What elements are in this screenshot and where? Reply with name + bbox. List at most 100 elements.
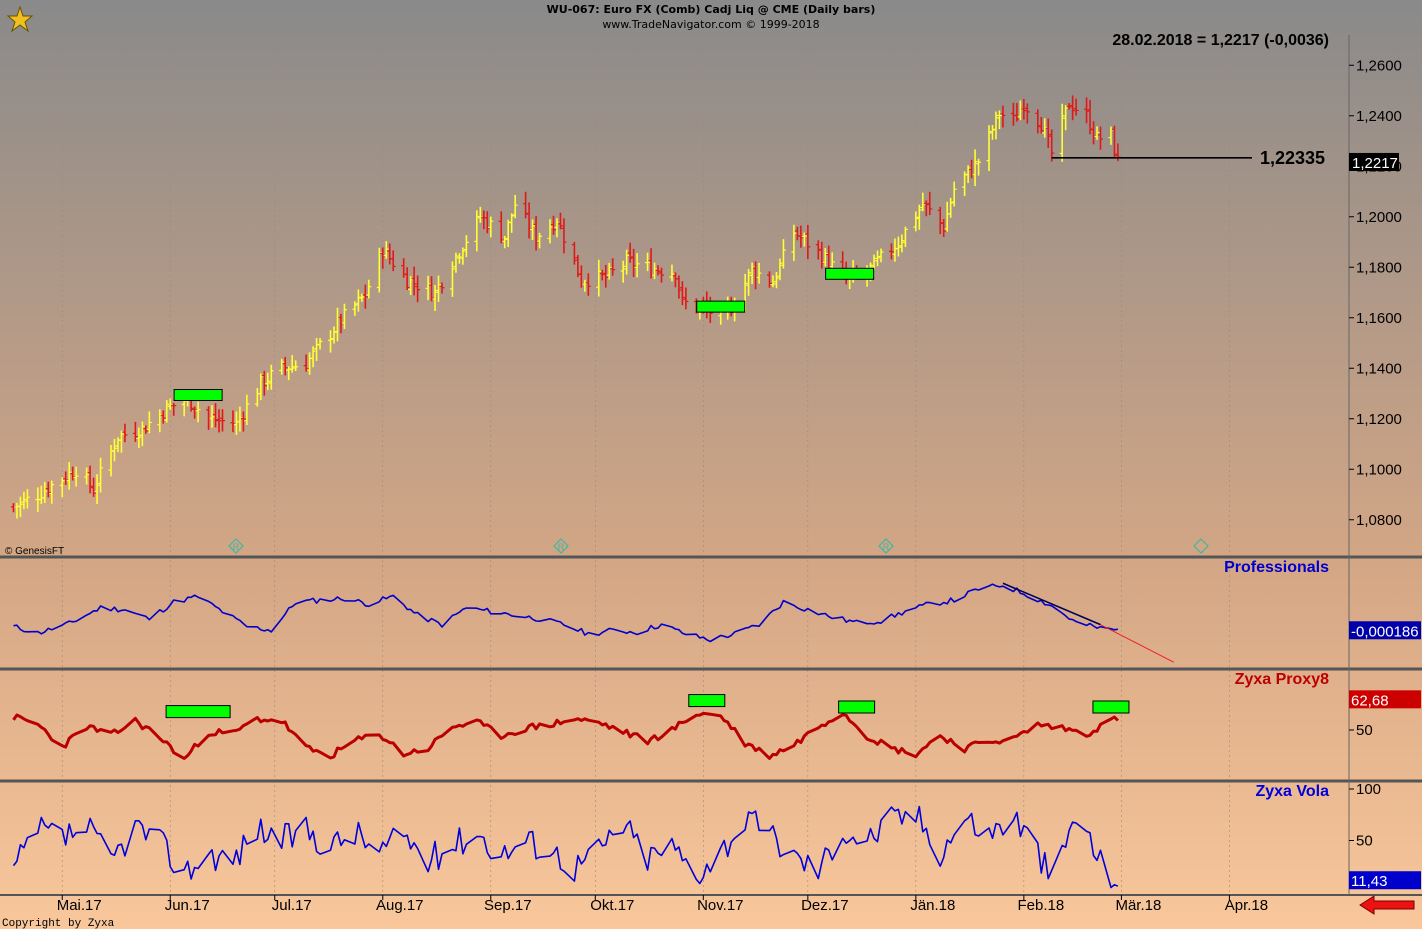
price-bar [1014,102,1020,122]
price-bar [261,370,267,396]
price-bar [669,264,675,282]
price-bar [1035,109,1041,134]
price-bar [460,247,466,265]
price-bar [359,293,365,302]
price-bar [216,409,222,433]
month-label: Feb.18 [1017,897,1064,914]
price-bar [404,267,410,291]
price-bar [24,489,30,509]
price-bar [606,262,612,280]
pane-tick-label: 50 [1356,722,1373,739]
signal-marker [1092,700,1130,714]
price-bar [537,232,543,249]
signal-marker [688,694,726,708]
price-bar [498,211,504,244]
oscillator-line [12,711,1119,760]
price-bar [530,219,536,240]
price-bar [895,236,901,257]
price-bar [157,409,163,433]
price-bar [136,427,142,449]
signal-marker [696,300,746,313]
price-bar [209,405,215,428]
signal-marker [825,267,875,280]
price-bar [1042,118,1048,138]
price-bar [317,338,323,350]
price-bar [425,275,431,301]
vola-pane: 100 50 11,43 [12,781,1421,890]
price-bar [937,206,943,235]
price-bar [659,267,664,283]
price-bar [449,261,455,297]
price-bar [432,284,438,311]
price-bar [171,402,177,416]
month-label: Apr.18 [1225,897,1268,914]
price-bar [679,281,685,306]
price-bar [303,354,309,372]
price-bar [94,474,100,504]
price-bar [192,406,198,419]
event-marker-r-icon[interactable]: R [878,538,894,554]
price-bar [408,276,414,296]
price-bar [801,232,807,247]
price-bar [164,400,170,423]
price-bar [258,373,264,401]
price-bar [1111,125,1117,158]
event-markers: R R R [228,538,1209,554]
price-bar [645,252,651,272]
price-bar [293,360,299,371]
last-value-box [1349,621,1421,640]
price-bar [240,411,246,432]
price-pane: 1,22335 [10,95,1325,519]
last-price-box [1349,152,1399,171]
price-bar [328,330,334,353]
genesis-credit: © GenesisFT [5,546,64,557]
price-bar [610,258,616,276]
month-label: Aug.17 [376,897,424,914]
price-bar [132,421,138,442]
event-marker-diamond-icon[interactable] [1193,538,1209,554]
price-bar [798,225,804,248]
price-bar [1000,105,1006,128]
price-bar [1098,126,1103,150]
price-bar [603,264,609,288]
price-bar [920,192,926,212]
price-bar [986,125,992,172]
vola-title: Zyxa Vola [1255,783,1329,800]
price-bar [87,465,93,494]
signal-marker [838,700,876,714]
price-tick-label: 1,1000 [1356,461,1402,478]
price-bar [927,191,933,216]
event-marker-r-icon[interactable]: R [553,538,569,554]
trade-navigator-logo-icon[interactable] [5,4,35,34]
oscillator-line [13,583,1119,643]
price-bar [59,477,65,498]
price-bar [502,235,508,249]
price-bar [341,303,347,330]
month-label: Dez.17 [801,897,849,914]
price-bar [972,149,978,187]
price-bar [634,253,640,278]
price-tick-label: 1,2000 [1356,209,1402,226]
last-value-label: 11,43 [1351,873,1387,890]
price-bar [21,491,27,510]
month-label: Okt.17 [590,897,634,914]
price-bar [976,158,982,176]
pane-tick-label: 100 [1356,781,1381,798]
price-bar [1066,103,1072,110]
price-bar [676,275,682,299]
price-bar [948,197,954,218]
price-bar [411,266,417,296]
price-bar [993,111,999,140]
month-label: Sep.17 [484,897,532,914]
month-label: Nov.17 [697,897,743,914]
price-bar [683,287,689,310]
scroll-right-arrow-icon[interactable] [1359,895,1415,915]
event-marker-r-icon[interactable]: R [228,538,244,554]
month-label: Mär.18 [1115,897,1161,914]
price-bar [111,438,117,462]
last-quote: 28.02.2018 = 1,2217 (-0,0036) [1112,32,1329,49]
price-bar [888,243,894,260]
price-bar [42,481,48,504]
last-price-label: 1,2217 [1352,155,1398,172]
